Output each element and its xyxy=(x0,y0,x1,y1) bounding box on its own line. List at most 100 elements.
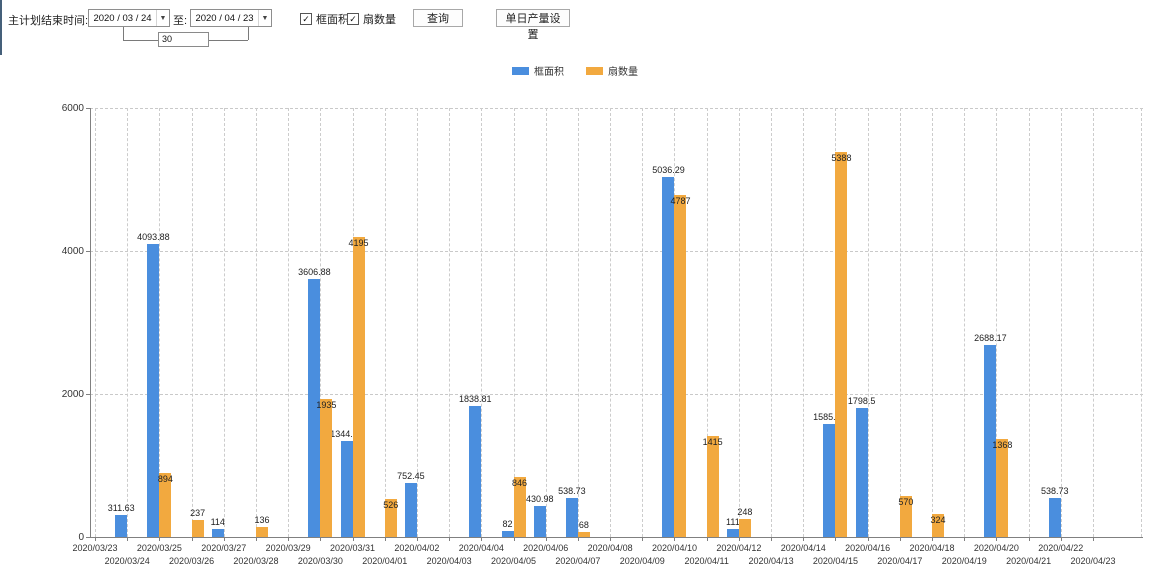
x-tick-mark xyxy=(642,537,644,541)
bar-value-label: 237 xyxy=(190,508,206,519)
chart-legend: 框面积 扇数量 xyxy=(0,63,1150,78)
x-tick-mark xyxy=(835,537,837,541)
bar-value-label: 1368 xyxy=(992,440,1013,451)
x-tick-mark xyxy=(513,537,515,541)
bar-value-label: 1415 xyxy=(702,436,723,447)
bar-fan-count xyxy=(996,439,1009,537)
x-axis-line xyxy=(90,537,1143,538)
x-tick-mark xyxy=(127,537,129,541)
x-tick-mark xyxy=(416,537,418,541)
x-gridline xyxy=(1028,108,1030,537)
to-label: 至: xyxy=(173,15,188,27)
y-gridline xyxy=(90,251,1143,252)
query-button[interactable]: 查询 xyxy=(413,9,463,27)
x-tick-mark xyxy=(771,537,773,541)
bar-value-label: 4093.88 xyxy=(137,232,170,243)
x-axis-label: 2020/03/27 xyxy=(201,543,247,553)
connector-line xyxy=(123,27,124,40)
start-date-value: 2020 / 03 / 24 xyxy=(93,12,152,24)
plan-end-time-label: 主计划结束时间: xyxy=(8,15,89,27)
x-gridline xyxy=(642,108,644,537)
x-tick-mark xyxy=(352,537,354,541)
x-tick-mark xyxy=(964,537,966,541)
x-axis-label: 2020/03/24 xyxy=(104,556,150,566)
start-date-picker[interactable]: 2020 / 03 / 24 ▼ xyxy=(88,9,170,27)
bar-value-label: 311.63 xyxy=(107,502,135,513)
connector-line xyxy=(205,40,248,41)
interval-days-input[interactable]: 30 xyxy=(158,32,209,47)
x-axis-label: 2020/04/20 xyxy=(973,543,1019,553)
legend-item-fan-count: 扇数量 xyxy=(586,63,638,78)
x-tick-mark xyxy=(191,537,193,541)
x-tick-mark xyxy=(384,537,386,541)
bar-value-label: 1935 xyxy=(316,399,337,410)
y-axis-label: 6000 xyxy=(61,103,84,114)
bar-frame-area xyxy=(308,279,321,537)
x-gridline xyxy=(159,108,161,537)
checkbox-fan-count[interactable]: ✓ 扇数量 xyxy=(347,11,396,27)
x-axis-label: 2020/04/18 xyxy=(909,543,955,553)
x-axis-label: 2020/03/26 xyxy=(169,556,215,566)
x-axis-label: 2020/03/28 xyxy=(233,556,279,566)
checkbox-frame-area[interactable]: ✓ 框面积 xyxy=(300,11,349,27)
x-tick-mark xyxy=(996,537,998,541)
x-axis-label: 2020/03/30 xyxy=(297,556,343,566)
x-gridline xyxy=(610,108,612,537)
x-gridline xyxy=(577,108,579,537)
bar-fan-count xyxy=(513,476,526,537)
bar-value-label: 846 xyxy=(512,477,528,488)
x-tick-mark xyxy=(803,537,805,541)
x-gridline xyxy=(223,108,225,537)
bar-fan-count xyxy=(706,435,719,537)
bar-fan-count xyxy=(577,532,590,537)
x-tick-mark xyxy=(577,537,579,541)
x-gridline xyxy=(545,108,547,537)
x-axis-label: 2020/04/15 xyxy=(812,556,858,566)
x-gridline xyxy=(255,108,257,537)
bar-value-label: 4195 xyxy=(348,238,369,249)
chevron-down-icon[interactable]: ▼ xyxy=(156,10,169,26)
checkmark-icon[interactable]: ✓ xyxy=(300,13,312,25)
y-tick-mark xyxy=(86,537,90,538)
chevron-down-icon[interactable]: ▼ xyxy=(258,10,271,26)
y-tick-mark xyxy=(86,251,90,252)
end-date-picker[interactable]: 2020 / 04 / 23 ▼ xyxy=(190,9,272,27)
bar-fan-count xyxy=(352,237,365,537)
toolbar: 主计划结束时间: 2020 / 03 / 24 ▼ 至: 2020 / 04 /… xyxy=(0,0,1150,50)
bar-fan-count xyxy=(835,151,848,537)
connector-line xyxy=(123,40,158,41)
x-gridline xyxy=(803,108,805,537)
x-axis-label: 2020/04/03 xyxy=(426,556,472,566)
y-tick-mark xyxy=(86,108,90,109)
x-tick-mark xyxy=(1093,537,1094,541)
x-gridline xyxy=(899,108,901,537)
bar-value-label: 752.45 xyxy=(397,471,425,482)
legend-swatch-frame-area xyxy=(512,66,529,75)
y-gridline xyxy=(90,394,1143,395)
bar-value-label: 538.73 xyxy=(1041,486,1069,497)
x-tick-mark xyxy=(1028,537,1030,541)
bar-value-label: 2688.17 xyxy=(974,332,1007,343)
bar-frame-area xyxy=(565,498,578,537)
bar-value-label: 5036.29 xyxy=(652,164,685,175)
x-axis-label: 2020/04/14 xyxy=(780,543,826,553)
bar-fan-count xyxy=(932,513,945,537)
bar-frame-area xyxy=(340,440,353,537)
bar-value-label: 526 xyxy=(383,500,399,511)
bar-value-label: 324 xyxy=(930,514,946,525)
x-tick-mark xyxy=(449,537,451,541)
bar-frame-area xyxy=(147,244,160,537)
plot-right-border xyxy=(1141,108,1142,537)
daily-output-settings-button[interactable]: 单日产量设置 xyxy=(496,9,570,41)
plot-area: 0 2000 4000 6000 2020/03/23 2020/03/24 2020/03… xyxy=(0,55,1150,575)
x-gridline xyxy=(738,108,740,537)
bar-value-label: 4787 xyxy=(670,195,691,206)
x-tick-mark xyxy=(95,537,96,541)
x-axis-label: 2020/03/23 xyxy=(72,543,118,553)
checkmark-icon[interactable]: ✓ xyxy=(347,13,359,25)
bar-frame-area xyxy=(662,176,675,537)
end-date-value: 2020 / 04 / 23 xyxy=(195,12,254,24)
y-axis-label: 0 xyxy=(78,532,84,543)
x-gridline xyxy=(867,108,869,537)
y-axis-label: 4000 xyxy=(61,246,84,257)
